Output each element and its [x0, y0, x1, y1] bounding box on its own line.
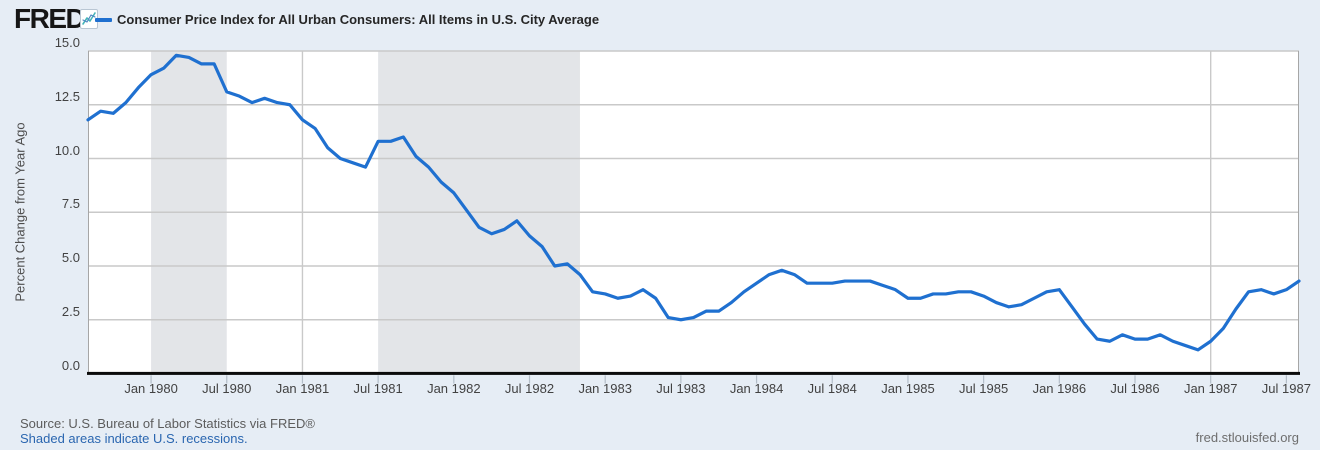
series-title: Consumer Price Index for All Urban Consu…: [117, 12, 600, 27]
x-tick-label: Jul 1985: [959, 381, 1009, 396]
x-tick-label: Jan 1981: [275, 381, 330, 396]
x-tick-label: Jul 1982: [504, 381, 555, 396]
y-tick-label: 0.0: [61, 357, 80, 373]
x-tick-label: Jan 1987: [1183, 381, 1238, 396]
y-tick-label: 5.0: [61, 250, 80, 265]
source-attribution: Source: U.S. Bureau of Labor Statistics …: [20, 416, 315, 431]
legend-line-swatch: [95, 18, 112, 22]
x-tick-label: Jan 1985: [881, 381, 935, 396]
x-tick-label: Jan 1984: [729, 381, 784, 396]
x-tick-label: Jan 1983: [578, 381, 632, 396]
y-tick-label: 7.5: [61, 196, 80, 212]
recession-note-link[interactable]: Shaded areas indicate U.S. recessions.: [20, 431, 248, 446]
x-tick-label: Jul 1986: [1110, 381, 1160, 396]
x-tick-label: Jan 1986: [1032, 381, 1087, 396]
x-tick-label: Jul 1987: [1261, 381, 1311, 396]
x-tick-label: Jul 1984: [807, 381, 857, 396]
y-tick-label: 2.5: [61, 303, 80, 319]
y-tick-label: 15.0: [54, 35, 80, 50]
y-tick-label: 12.5: [54, 88, 80, 104]
fred-logo[interactable]: FRED®: [14, 3, 92, 40]
fred-logo-text: FRED: [14, 3, 86, 34]
x-tick-label: Jul 1981: [353, 381, 403, 396]
fred-graph-icon: [80, 9, 98, 29]
cpi-series-line[interactable]: [86, 53, 1301, 352]
y-tick-label: 10.0: [54, 142, 80, 158]
x-tick-label: Jul 1980: [202, 381, 252, 396]
x-tick-label: Jan 1980: [124, 381, 178, 396]
fred-url-watermark: fred.stlouisfed.org: [1195, 430, 1299, 445]
x-tick-label: Jan 1982: [427, 381, 481, 396]
x-axis-line: [87, 371, 1300, 375]
x-tick-label: Jul 1983: [656, 381, 706, 396]
